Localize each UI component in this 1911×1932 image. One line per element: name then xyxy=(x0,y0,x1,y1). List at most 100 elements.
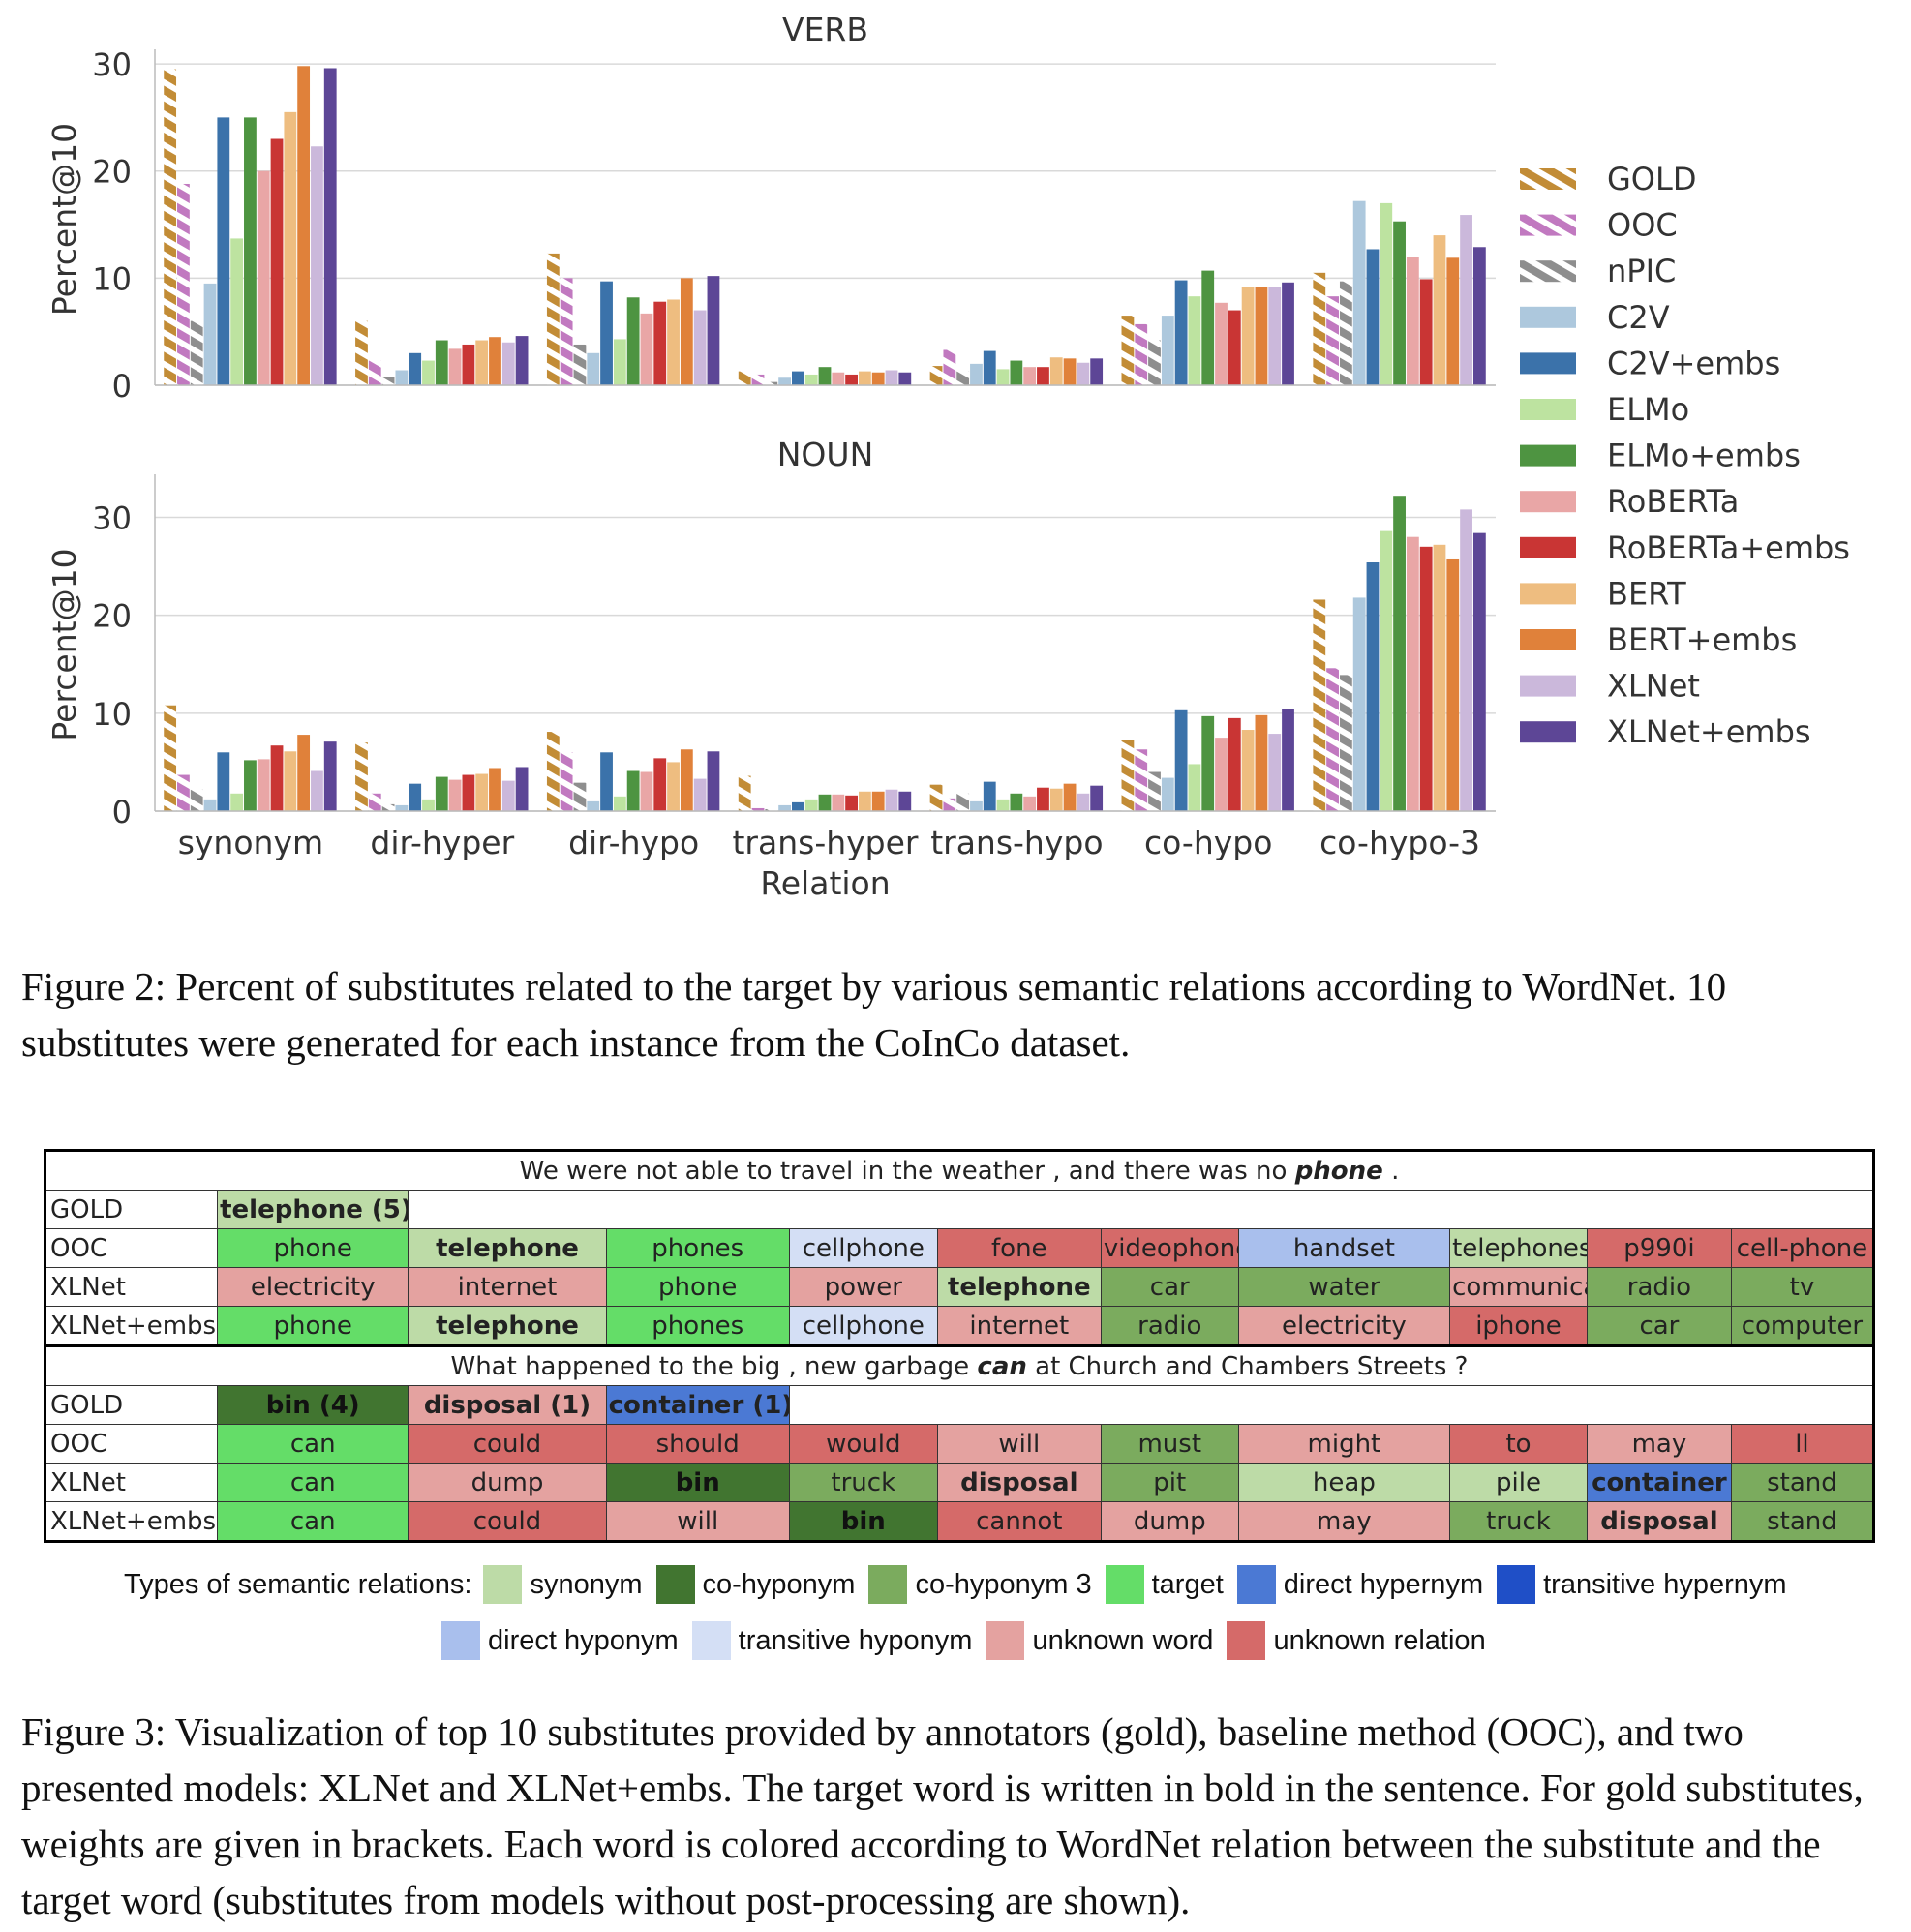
legend-label: OOC xyxy=(1607,207,1678,244)
legend-swatch xyxy=(1520,214,1576,236)
substitute-cell: will xyxy=(936,1424,1102,1464)
substitute-cell: electricity xyxy=(217,1267,410,1307)
substitute-cell: phone xyxy=(217,1306,410,1346)
bar-bert-trans-hyper xyxy=(859,791,871,811)
bar-xlnet-co-hypo-3 xyxy=(1460,509,1472,811)
legend-swatch-unknown-word xyxy=(986,1621,1025,1660)
bar-npic-synonym xyxy=(190,320,203,385)
bar-bert-dir-hypo xyxy=(667,762,680,811)
bar-xlnet-embs-trans-hypo xyxy=(1090,358,1104,385)
bar-xlnet-co-hypo-3 xyxy=(1460,215,1472,385)
bar-ooc-dir-hypo xyxy=(560,278,573,385)
bar-c2v-dir-hyper xyxy=(395,804,409,811)
legend-swatch-direct-hyponym xyxy=(441,1621,480,1660)
legend-label: C2V+embs xyxy=(1607,345,1780,381)
table-row-xlnet-embs: XLNet+embs can could will bin cannot dump may tr… xyxy=(44,1501,1875,1542)
legend-swatch xyxy=(1520,629,1576,650)
substitute-cell: radio xyxy=(1586,1267,1732,1307)
bar-c2v-trans-hypo xyxy=(970,363,983,385)
y-tick-label: 20 xyxy=(92,154,132,191)
bar-roberta-embs-dir-hypo xyxy=(653,301,667,385)
legend-swatch-transitive-hypernym xyxy=(1497,1565,1536,1604)
bar-roberta-dir-hyper xyxy=(448,779,462,811)
row-label: XLNet+embs xyxy=(44,1501,219,1542)
table-row-gold: GOLD bin (4) disposal (1) container (1) xyxy=(44,1385,1875,1425)
example-sentence: What happened to the big , new garbage c… xyxy=(45,1344,1874,1386)
bar-c2v-embs-co-hypo xyxy=(1174,280,1188,385)
legend-label: XLNet xyxy=(1607,668,1700,705)
substitute-cell: container (1) xyxy=(605,1385,790,1425)
bar-bert-embs-co-hypo-3 xyxy=(1446,257,1460,385)
substitute-cell: could xyxy=(408,1424,607,1464)
bar-c2v-embs-co-hypo-3 xyxy=(1366,249,1380,385)
substitute-cell: communication xyxy=(1449,1267,1588,1307)
bar-gold-co-hypo xyxy=(1121,740,1135,811)
substitute-cell: car xyxy=(1100,1267,1239,1307)
bar-c2v-embs-dir-hypo xyxy=(600,281,613,385)
bar-bert-embs-trans-hyper xyxy=(871,372,885,385)
bar-elmo-dir-hyper xyxy=(422,799,435,811)
bar-gold-co-hypo-3 xyxy=(1313,272,1326,385)
bar-roberta-embs-dir-hypo xyxy=(653,758,667,811)
bar-xlnet-embs-synonym xyxy=(323,68,337,385)
substitute-cell: bin xyxy=(605,1463,790,1502)
legend-swatch xyxy=(1520,675,1576,697)
substitute-cell: can xyxy=(217,1463,410,1502)
substitute-cell: pit xyxy=(1100,1463,1239,1502)
bar-roberta-embs-trans-hypo xyxy=(1037,787,1049,811)
substitute-cell: water xyxy=(1237,1267,1451,1307)
x-tick-label: co-hypo xyxy=(1144,824,1272,861)
legend-label: GOLD xyxy=(1607,161,1696,197)
bar-ooc-co-hypo-3 xyxy=(1326,296,1339,385)
legend-swatch-transitive-hyponym xyxy=(691,1621,731,1660)
substitute-cell: might xyxy=(1237,1424,1451,1464)
bar-elmo-embs-trans-hyper xyxy=(818,367,832,385)
bar-bert-co-hypo-3 xyxy=(1433,235,1446,385)
row-label: OOC xyxy=(44,1424,219,1464)
bar-elmo-trans-hypo xyxy=(996,799,1010,811)
bar-elmo-embs-dir-hyper xyxy=(435,776,448,811)
bar-bert-dir-hyper xyxy=(475,773,489,811)
bar-elmo-dir-hypo xyxy=(613,796,626,811)
legend-swatch xyxy=(1520,444,1576,467)
bar-bert-synonym xyxy=(284,111,297,386)
bar-roberta-dir-hypo xyxy=(640,771,653,811)
legend-label: ELMo xyxy=(1607,391,1689,428)
substitute-cell: telephones xyxy=(1449,1228,1588,1268)
bar-roberta-co-hypo-3 xyxy=(1406,536,1419,811)
substitute-cell: dump xyxy=(1100,1501,1239,1542)
bar-bert-trans-hypo xyxy=(1049,788,1063,811)
bar-ooc-dir-hyper xyxy=(368,360,381,385)
bar-npic-co-hypo-3 xyxy=(1339,281,1352,385)
bar-elmo-embs-trans-hyper xyxy=(818,794,832,811)
bar-bert-embs-trans-hypo xyxy=(1063,358,1077,385)
substitute-cell: can xyxy=(217,1424,410,1464)
bar-roberta-embs-dir-hyper xyxy=(462,774,475,811)
bar-xlnet-trans-hypo xyxy=(1077,362,1090,385)
substitute-cell: to xyxy=(1449,1424,1588,1464)
bar-elmo-embs-dir-hypo xyxy=(626,770,640,811)
bar-elmo-synonym xyxy=(230,793,244,811)
bar-roberta-co-hypo-3 xyxy=(1406,257,1419,385)
bar-c2v-embs-synonym xyxy=(217,752,230,811)
legend-label-unknown-relation: unknown relation xyxy=(1273,1624,1486,1656)
row-label: XLNet+embs xyxy=(44,1306,219,1346)
bar-roberta-embs-trans-hypo xyxy=(1037,367,1049,385)
substitute-cell: tv xyxy=(1730,1267,1875,1307)
bar-bert-embs-dir-hyper xyxy=(489,768,501,811)
bar-gold-co-hypo xyxy=(1121,316,1135,385)
substitute-cell: handset xyxy=(1237,1228,1451,1268)
bar-roberta-embs-co-hypo-3 xyxy=(1419,279,1433,385)
table-row-xlnet: XLNet electricity internet phone power teleph… xyxy=(44,1267,1875,1307)
bar-ooc-co-hypo xyxy=(1135,749,1148,811)
sentence-row: What happened to the big , new garbage c… xyxy=(45,1344,1874,1386)
legend-label-direct-hypernym: direct hypernym xyxy=(1283,1568,1484,1600)
bar-elmo-co-hypo xyxy=(1188,764,1201,811)
bar-c2v-trans-hypo xyxy=(970,800,983,811)
bar-elmo-synonym xyxy=(230,238,244,385)
bar-c2v-synonym xyxy=(203,799,217,811)
bar-c2v-co-hypo xyxy=(1161,777,1174,811)
target-word: can xyxy=(977,1351,1027,1381)
bar-roberta-trans-hyper xyxy=(832,794,845,811)
bar-xlnet-trans-hypo xyxy=(1077,793,1090,811)
